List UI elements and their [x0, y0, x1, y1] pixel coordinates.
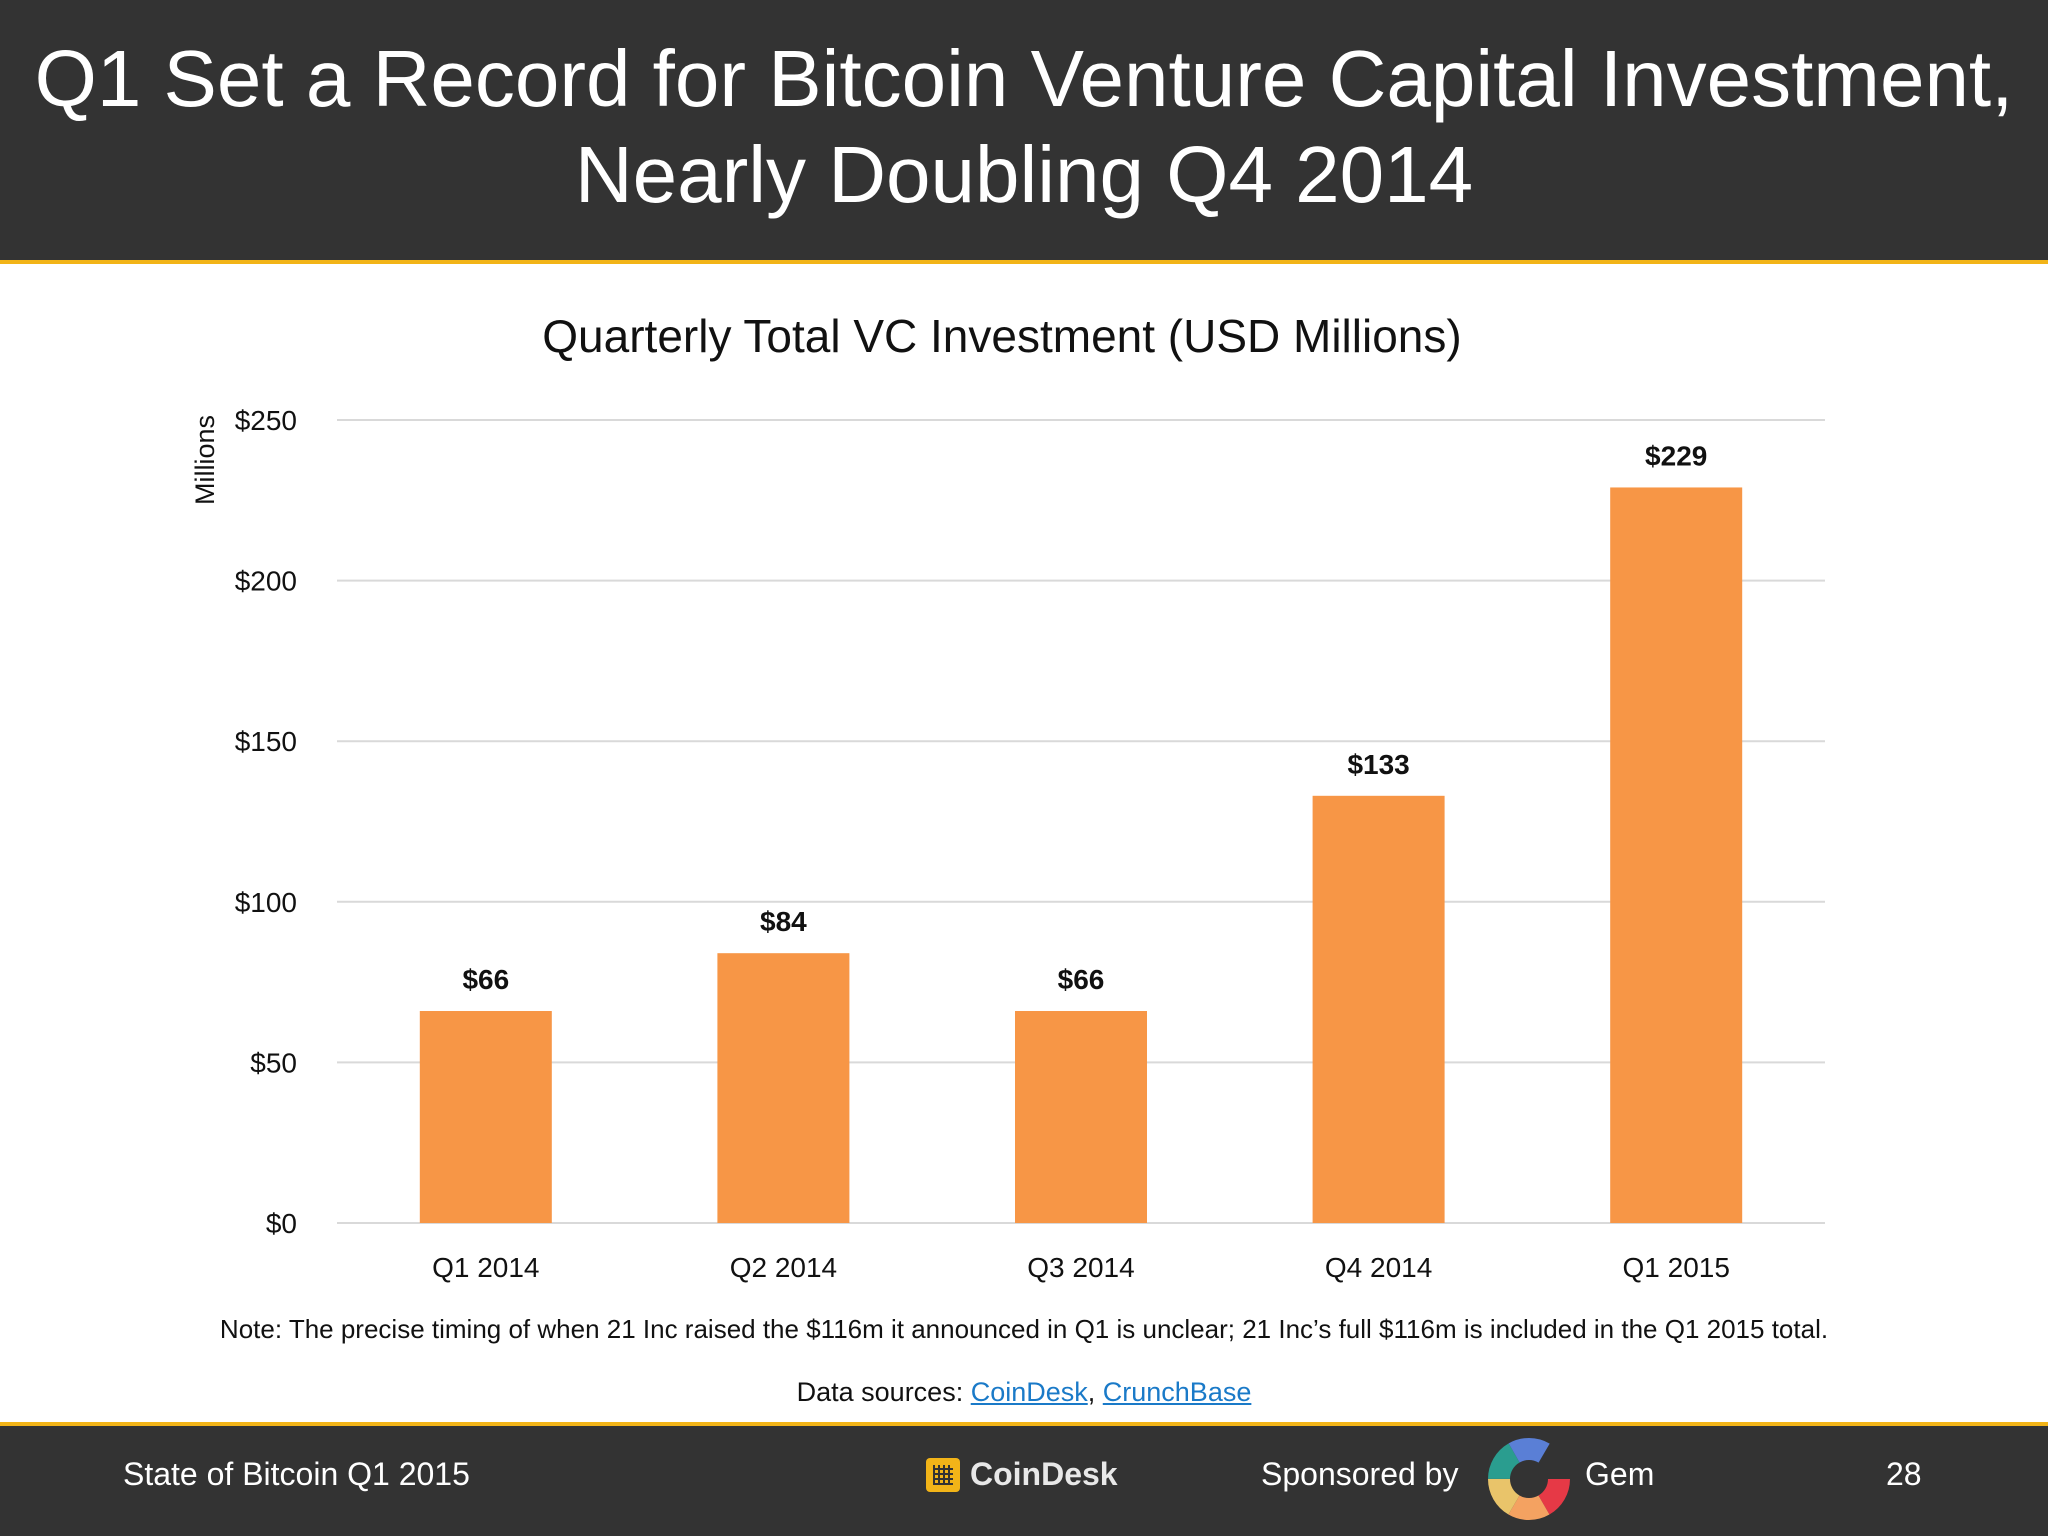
sponsored-by-label: Sponsored by — [1261, 1456, 1459, 1492]
data-label: $84 — [760, 906, 807, 937]
coindesk-logo-text: CoinDesk — [970, 1456, 1118, 1492]
chart-note: Note: The precise timing of when 21 Inc … — [219, 1314, 1829, 1344]
y-axis-label: Millions — [190, 415, 220, 505]
crunchbase-link[interactable]: CrunchBase — [1102, 1377, 1252, 1407]
slide-title-line2: Nearly Doubling Q4 2014 — [574, 130, 1474, 219]
y-tick-label: $250 — [235, 405, 297, 436]
data-label: $133 — [1347, 749, 1409, 780]
x-axis-ticks: Q1 2014 Q2 2014 Q3 2014 Q4 2014 Q1 2015 — [432, 1252, 1730, 1283]
x-tick-label: Q2 2014 — [730, 1252, 837, 1283]
y-tick-label: $100 — [235, 887, 297, 918]
chart-title: Quarterly Total VC Investment (USD Milli… — [542, 310, 1461, 362]
bar — [1610, 487, 1743, 1223]
y-tick-label: $0 — [266, 1208, 297, 1239]
bar-chart: Quarterly Total VC Investment (USD Milli… — [190, 310, 1825, 1283]
data-label: $66 — [462, 964, 509, 995]
data-label: $66 — [1058, 964, 1105, 995]
data-sources: Data sources: CoinDesk, CrunchBase — [0, 1377, 2048, 1408]
coindesk-link[interactable]: CoinDesk — [970, 1377, 1088, 1407]
bar — [1015, 1011, 1147, 1223]
coindesk-logo-icon — [926, 1457, 960, 1492]
bar — [1312, 795, 1445, 1223]
bars — [419, 487, 1743, 1223]
x-tick-label: Q1 2015 — [1622, 1252, 1729, 1283]
slide-title-line1: Q1 Set a Record for Bitcoin Venture Capi… — [34, 34, 2014, 123]
y-tick-label: $50 — [250, 1047, 297, 1078]
bar — [717, 953, 850, 1223]
footer-report-title: State of Bitcoin Q1 2015 — [123, 1456, 470, 1492]
slide-footer: State of Bitcoin Q1 2015 CoinDesk Sponso… — [0, 1422, 2048, 1536]
gridlines — [337, 419, 1825, 1224]
data-sources-separator: , — [1087, 1377, 1103, 1407]
data-label: $229 — [1645, 440, 1707, 471]
data-labels: $66 $84 $66 $133 $229 — [462, 440, 1707, 995]
coindesk-logo: CoinDesk — [926, 1456, 1118, 1493]
y-axis-ticks: $0 $50 $100 $150 $200 $250 — [235, 405, 297, 1239]
x-tick-label: Q1 2014 — [432, 1252, 539, 1283]
slide-header: Q1 Set a Record for Bitcoin Venture Capi… — [0, 0, 2048, 264]
data-sources-label: Data sources: — [796, 1377, 971, 1407]
y-tick-label: $200 — [235, 566, 297, 597]
gem-logo-icon — [1488, 1438, 1570, 1520]
y-tick-label: $150 — [235, 726, 297, 757]
sponsor-name: Gem — [1585, 1456, 1655, 1492]
bar — [419, 1011, 552, 1223]
page-number: 28 — [1886, 1456, 1922, 1492]
x-tick-label: Q4 2014 — [1325, 1252, 1432, 1283]
x-tick-label: Q3 2014 — [1027, 1252, 1134, 1283]
